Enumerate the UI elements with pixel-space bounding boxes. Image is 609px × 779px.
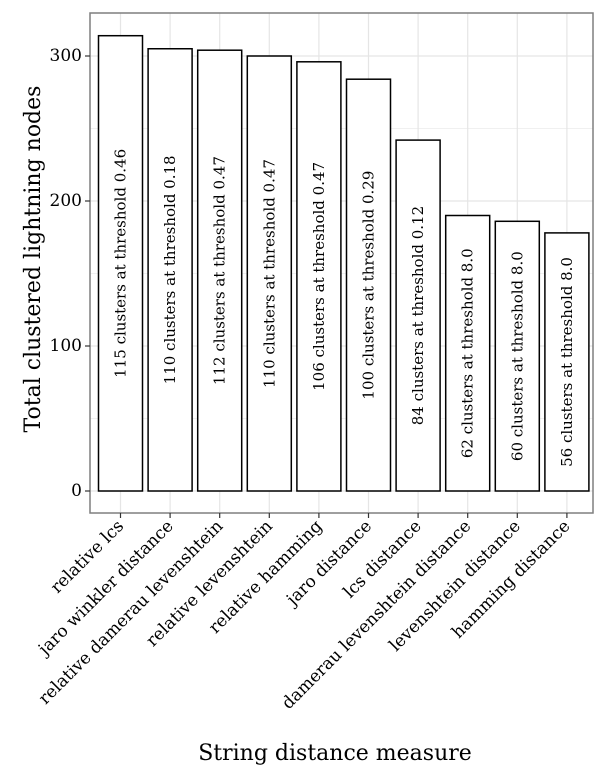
x-tick-label: jaro distance: [281, 516, 376, 611]
bar: [246, 55, 293, 492]
bar: [196, 49, 243, 492]
x-axis-title: String distance measure: [198, 741, 472, 766]
y-tick-label: 300: [50, 46, 82, 66]
bar-data-label: 60 clusters at threshold 8.0: [508, 251, 526, 461]
bar-data-label: 110 clusters at threshold 0.47: [260, 159, 278, 388]
bar: [97, 34, 144, 492]
bar: [296, 61, 342, 492]
bar: [345, 78, 392, 492]
bar-data-label: 84 clusters at threshold 0.12: [409, 206, 427, 425]
bar: [494, 220, 541, 492]
bars: 115 clusters at threshold 0.46 110 cluste…: [97, 34, 590, 492]
x-tick-label: relative damerau levenshtein: [35, 516, 227, 708]
y-tick-label: 0: [71, 481, 82, 501]
bar: [544, 232, 590, 492]
bar: [395, 139, 441, 492]
y-tick-label: 200: [50, 191, 82, 211]
y-axis: 0 100 200 300: [50, 46, 90, 501]
bar-data-label: 106 clusters at threshold 0.47: [310, 162, 328, 391]
bar-data-label: 110 clusters at threshold 0.18: [161, 155, 179, 384]
bar-data-label: 112 clusters at threshold 0.47: [211, 156, 229, 385]
bar-data-label: 100 clusters at threshold 0.29: [360, 171, 378, 400]
bar-data-label: 62 clusters at threshold 8.0: [459, 248, 477, 458]
y-axis-title: Total clustered lightning nodes: [21, 86, 46, 433]
bar-data-label: 56 clusters at threshold 8.0: [558, 257, 576, 467]
y-tick-label: 100: [50, 336, 82, 356]
bar-data-label: 115 clusters at threshold 0.46: [112, 149, 130, 378]
bar: [147, 48, 193, 492]
bar: [444, 214, 491, 492]
plot-panel-border: [89, 12, 594, 514]
